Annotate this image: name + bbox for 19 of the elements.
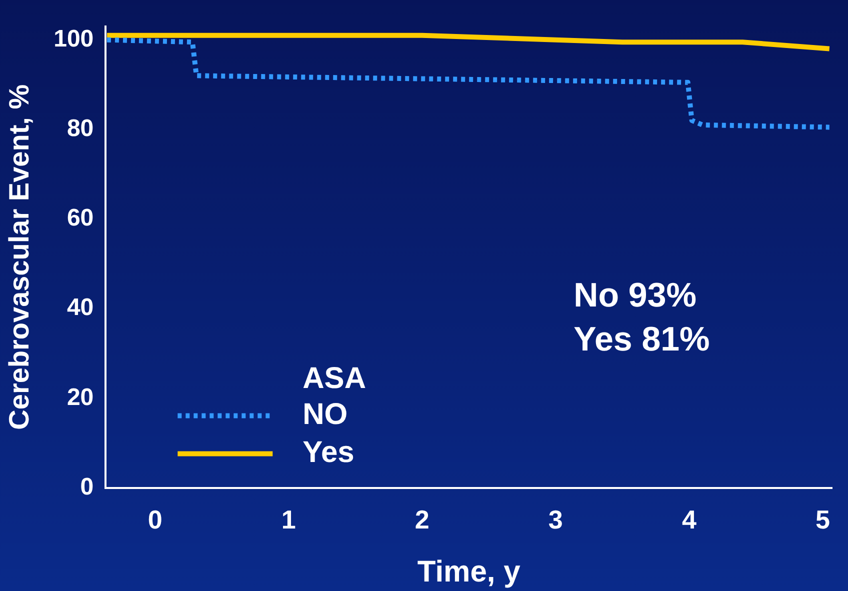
y-tick-label: 100 xyxy=(54,25,94,52)
x-tick-label: 1 xyxy=(281,504,296,535)
legend-label: Yes xyxy=(302,436,354,470)
x-tick-label: 3 xyxy=(548,504,563,535)
x-tick-label: 4 xyxy=(682,504,697,535)
x-tick-label: 5 xyxy=(815,504,830,535)
x-axis-title: Time, y xyxy=(417,555,521,588)
y-axis-title: Cerebrovascular Event, % xyxy=(4,84,35,430)
y-tick-label: 0 xyxy=(80,473,94,500)
y-tick-label: 20 xyxy=(66,384,94,411)
x-tick-label: 2 xyxy=(414,504,430,535)
y-tick-label: 60 xyxy=(66,204,94,232)
y-tick-label: 80 xyxy=(66,115,94,142)
annotation: No 93% xyxy=(574,276,696,314)
x-tick-label: 0 xyxy=(148,504,162,535)
y-tick-label: 40 xyxy=(66,294,94,322)
annotation: Yes 81% xyxy=(574,320,710,358)
legend-title: ASA xyxy=(302,362,366,395)
legend-label: NO xyxy=(302,398,348,432)
